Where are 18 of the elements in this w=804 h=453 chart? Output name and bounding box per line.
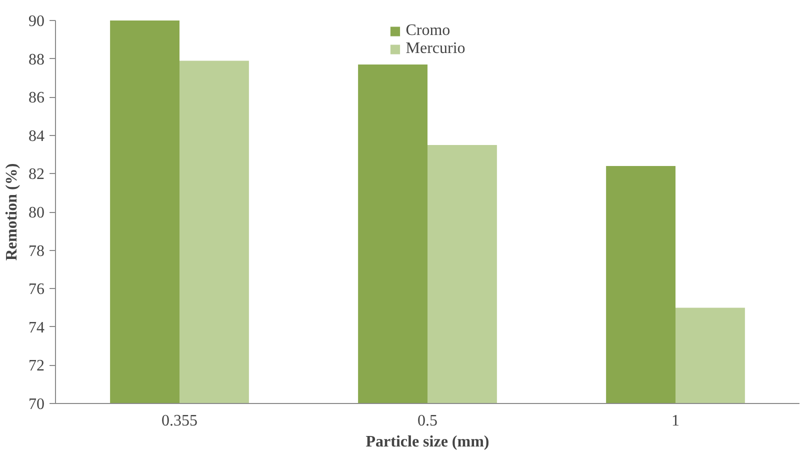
- legend-label: Cromo: [406, 22, 450, 40]
- y-tick-label: 74: [28, 319, 44, 336]
- y-tick-label: 82: [28, 166, 44, 184]
- y-tick-label: 70: [28, 396, 44, 413]
- y-tick-label: 72: [28, 358, 44, 375]
- y-tick-label: 90: [28, 13, 44, 30]
- x-tick-label: 1: [672, 412, 680, 430]
- y-axis-title: Remotion (%): [4, 163, 20, 261]
- x-tick-label: 0.355: [162, 412, 198, 430]
- y-tick-label: 86: [28, 90, 44, 107]
- x-tick-label: 0.5: [418, 412, 438, 430]
- y-tick-label: 78: [28, 242, 44, 260]
- y-tick-label: 88: [28, 51, 44, 68]
- y-tick-label: 80: [28, 204, 44, 222]
- x-axis-title: Particle size (mm): [366, 434, 490, 450]
- y-tick-label: 76: [28, 281, 44, 298]
- legend-label: Mercurio: [406, 40, 466, 58]
- y-tick-label: 84: [28, 128, 44, 145]
